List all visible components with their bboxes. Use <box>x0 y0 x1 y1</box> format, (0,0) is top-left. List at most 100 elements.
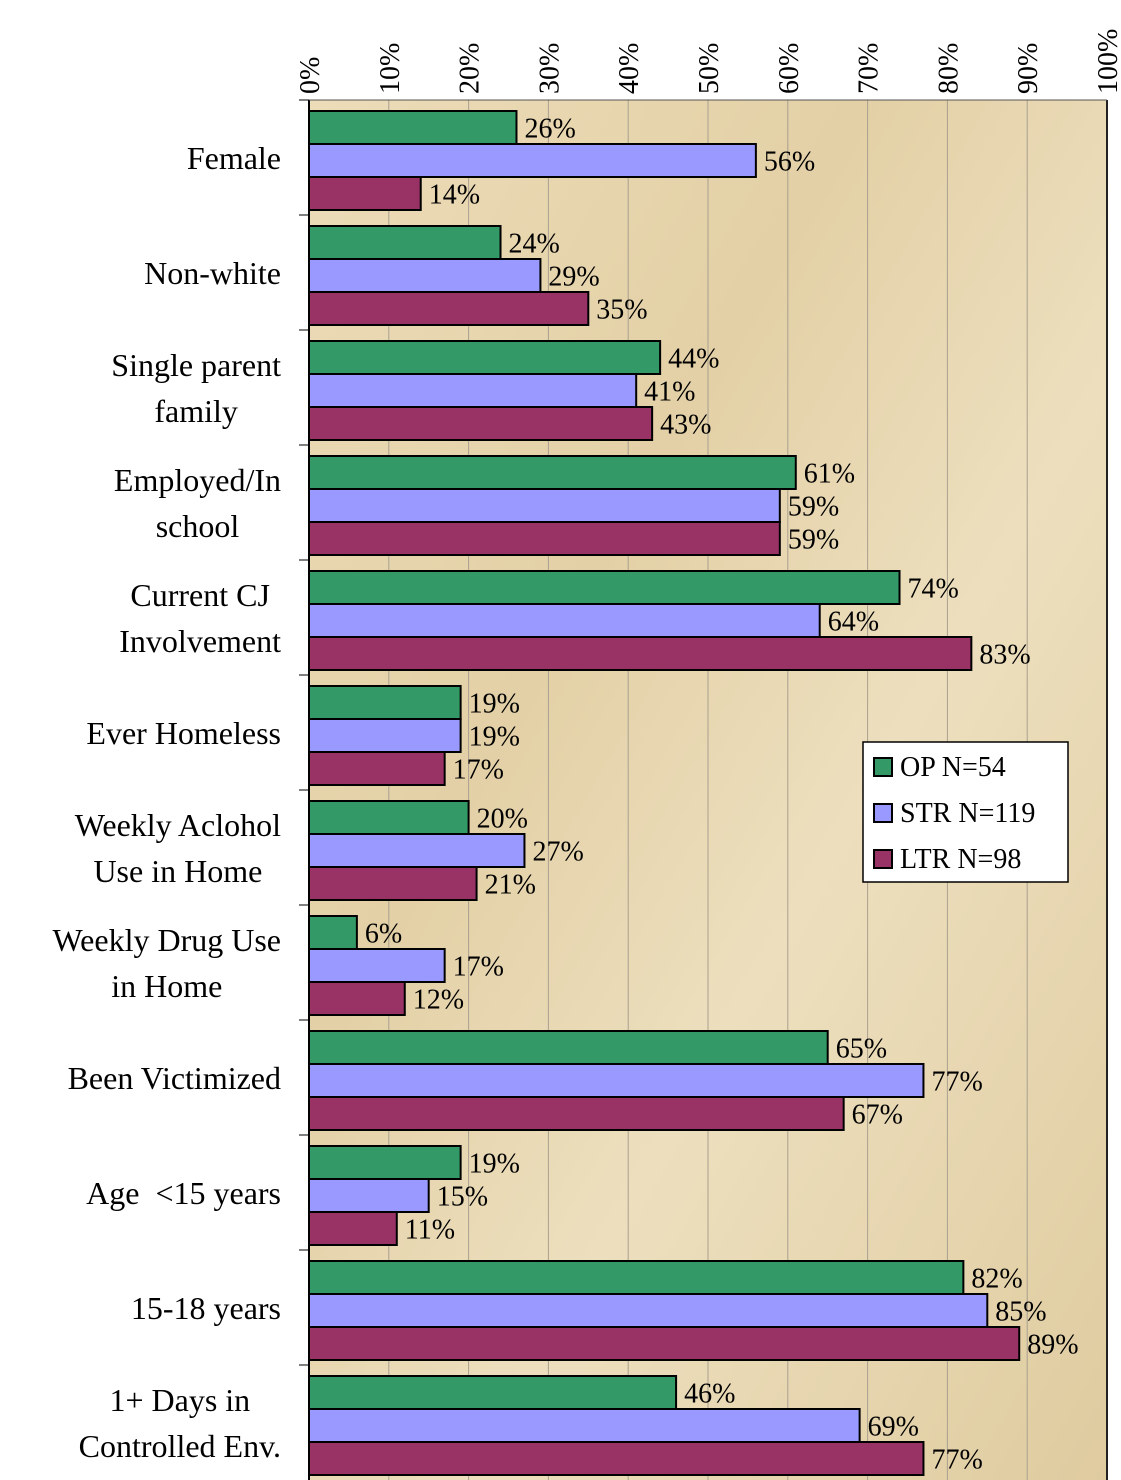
bar <box>308 1326 1021 1361</box>
bar <box>308 143 757 178</box>
x-tick-label: 20% <box>455 43 486 94</box>
data-label: 41% <box>644 377 695 408</box>
category-label: Non-white <box>144 254 281 291</box>
legend-box <box>862 741 1069 883</box>
legend-label: OP N=54 <box>900 752 1006 783</box>
data-label: 20% <box>477 804 528 835</box>
data-label: 89% <box>1027 1330 1078 1361</box>
bar <box>308 488 781 523</box>
data-label: 12% <box>413 985 464 1016</box>
data-label: 69% <box>868 1412 919 1443</box>
bar <box>308 110 518 145</box>
bar <box>308 1211 398 1246</box>
x-tick-label: 80% <box>933 43 964 94</box>
bar <box>308 751 446 786</box>
data-label: 35% <box>596 295 647 326</box>
bar <box>308 570 901 605</box>
data-label: 17% <box>453 755 504 786</box>
category-label: Current CJ Involvement <box>119 576 281 659</box>
x-tick-label: 60% <box>774 43 805 94</box>
bar <box>308 373 638 408</box>
bar <box>308 455 797 490</box>
bar <box>308 1030 829 1065</box>
bar <box>308 636 973 671</box>
category-label: 1+ Days in Controlled Env. <box>78 1381 281 1464</box>
data-label: 44% <box>668 344 719 375</box>
data-label: 59% <box>788 525 839 556</box>
bar <box>308 521 781 556</box>
data-label: 27% <box>532 837 583 868</box>
data-label: 29% <box>548 262 599 293</box>
data-label: 26% <box>524 114 575 145</box>
data-label: 74% <box>908 574 959 605</box>
bar <box>308 1441 925 1476</box>
category-label: Ever Homeless <box>86 714 281 751</box>
data-label: 19% <box>469 722 520 753</box>
bar <box>308 340 662 375</box>
category-label: Single parent family <box>111 346 281 429</box>
category-label: Been Victimized <box>67 1059 281 1096</box>
bar <box>308 915 358 950</box>
legend: OP N=54 STR N=119 LTR N=98 <box>862 741 1069 883</box>
x-tick-label: 0% <box>295 57 326 94</box>
data-label: 46% <box>684 1379 735 1410</box>
category-label: Weekly Aclohol Use in Home <box>74 806 281 889</box>
bar <box>308 718 462 753</box>
data-label: 82% <box>971 1264 1022 1295</box>
bar <box>308 833 526 868</box>
x-tick-label: 100% <box>1093 29 1121 94</box>
category-label: Age <15 years <box>86 1174 281 1211</box>
x-tick-label: 70% <box>854 43 885 94</box>
bar <box>308 1260 965 1295</box>
data-label: 43% <box>660 410 711 441</box>
bar <box>308 866 478 901</box>
data-label: 77% <box>931 1067 982 1098</box>
category-label: Employed/In school <box>113 461 281 544</box>
x-tick-label: 40% <box>614 43 645 94</box>
x-tick-label: 10% <box>375 43 406 94</box>
data-label: 15% <box>437 1182 488 1213</box>
bar <box>308 981 406 1016</box>
x-tick-label: 50% <box>694 43 725 94</box>
legend-label: LTR N=98 <box>900 844 1021 875</box>
data-label: 67% <box>852 1100 903 1131</box>
data-label: 77% <box>931 1445 982 1476</box>
data-label: 24% <box>509 229 560 260</box>
data-label: 19% <box>469 689 520 720</box>
bar <box>308 603 821 638</box>
bar <box>308 948 446 983</box>
bar <box>308 1178 430 1213</box>
category-label: 15-18 years <box>130 1289 281 1326</box>
bar <box>308 176 422 211</box>
bar <box>308 1293 989 1328</box>
bar <box>308 1145 462 1180</box>
x-tick-label: 30% <box>534 43 565 94</box>
data-label: 6% <box>365 919 402 950</box>
bar <box>308 258 542 293</box>
legend-swatch <box>873 849 893 869</box>
data-label: 11% <box>405 1215 455 1246</box>
bar <box>308 1063 925 1098</box>
category-label: Weekly Drug Use in Home <box>52 921 281 1004</box>
data-label: 59% <box>788 492 839 523</box>
legend-swatch <box>873 757 893 777</box>
data-label: 56% <box>764 147 815 178</box>
bar <box>308 1375 678 1410</box>
data-label: 61% <box>804 459 855 490</box>
bar <box>308 225 502 260</box>
data-label: 17% <box>453 952 504 983</box>
data-label: 19% <box>469 1149 520 1180</box>
bar <box>308 1408 861 1443</box>
data-label: 14% <box>429 180 480 211</box>
data-label: 83% <box>979 640 1030 671</box>
bar <box>308 291 590 326</box>
x-tick-label: 90% <box>1013 43 1044 94</box>
legend-swatch <box>873 803 893 823</box>
bar <box>308 800 470 835</box>
data-label: 85% <box>995 1297 1046 1328</box>
data-label: 64% <box>828 607 879 638</box>
bar <box>308 1096 845 1131</box>
bar <box>308 406 654 441</box>
